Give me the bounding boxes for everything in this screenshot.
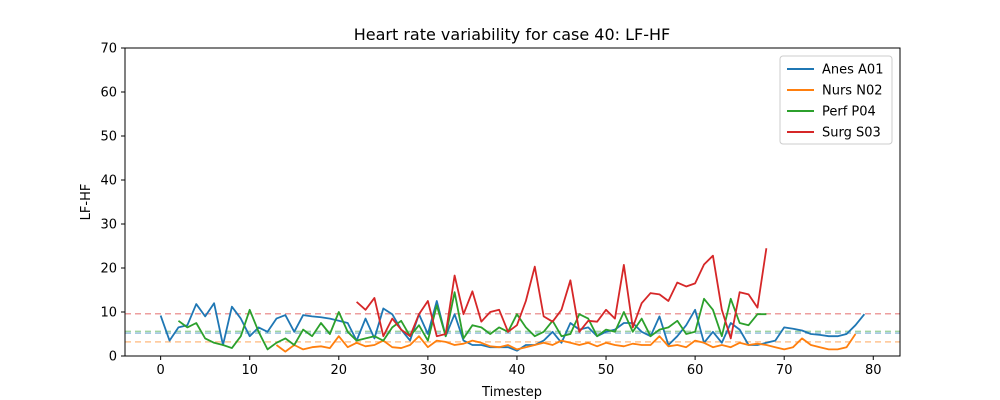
- series-line-2: [177, 291, 767, 351]
- series-line-1: [275, 333, 857, 353]
- legend-label-0: Anes A01: [822, 63, 883, 78]
- y-tick-label: 40: [100, 174, 117, 189]
- y-tick-label: 70: [100, 42, 117, 57]
- y-axis: 0 10 20 30 40 50 60 70: [100, 42, 125, 365]
- y-tick-label: 20: [100, 262, 117, 277]
- y-tick-label: 60: [100, 86, 117, 101]
- x-axis-label: Timestep: [481, 385, 542, 400]
- x-tick-label: 60: [687, 363, 704, 378]
- x-tick-label: 80: [865, 363, 882, 378]
- x-tick-label: 70: [776, 363, 793, 378]
- plot-area: [125, 48, 900, 356]
- chart-title: Heart rate variability for case 40: LF-H…: [354, 25, 671, 44]
- y-tick-label: 30: [100, 218, 117, 233]
- legend-box: [779, 55, 893, 145]
- legend-label-3: Surg S03: [822, 126, 881, 141]
- y-tick-label: 10: [100, 306, 117, 321]
- legend-label-2: Perf P04: [822, 105, 876, 120]
- plot-frame: [124, 47, 901, 357]
- series-line-3: [356, 248, 768, 340]
- x-axis: 0 10 20 30 40 50 60 70 80: [156, 356, 882, 378]
- x-tick-label: 20: [331, 363, 348, 378]
- y-tick-label: 50: [100, 130, 117, 145]
- series-line-0: [159, 300, 866, 352]
- x-tick-label: 0: [156, 363, 164, 378]
- legend: Anes A01 Nurs N02 Perf P04 Surg S03: [779, 55, 893, 145]
- y-tick-label: 0: [109, 350, 117, 365]
- x-tick-label: 30: [420, 363, 437, 378]
- y-axis-label: LF-HF: [79, 184, 94, 221]
- series-group: [159, 248, 866, 353]
- legend-label-1: Nurs N02: [822, 84, 882, 99]
- x-tick-label: 40: [509, 363, 526, 378]
- x-tick-label: 10: [241, 363, 258, 378]
- x-tick-label: 50: [598, 363, 615, 378]
